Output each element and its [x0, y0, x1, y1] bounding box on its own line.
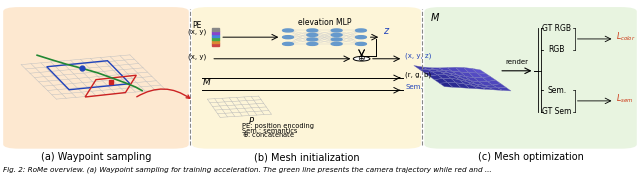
Polygon shape: [493, 84, 506, 88]
Polygon shape: [471, 81, 484, 85]
Circle shape: [282, 42, 293, 45]
Polygon shape: [419, 69, 433, 73]
Polygon shape: [445, 75, 460, 80]
Text: $\oplus$: $\oplus$: [357, 53, 366, 63]
Polygon shape: [430, 68, 444, 70]
Text: Sem.: Sem.: [405, 84, 423, 90]
Polygon shape: [466, 77, 479, 82]
Circle shape: [307, 29, 317, 32]
Bar: [212, 37, 219, 40]
Bar: [212, 31, 219, 34]
Circle shape: [307, 42, 317, 45]
Bar: [212, 34, 219, 37]
Polygon shape: [439, 68, 452, 71]
Polygon shape: [474, 77, 488, 82]
Text: (x, y, z): (x, y, z): [405, 52, 431, 59]
Polygon shape: [488, 80, 500, 85]
Polygon shape: [483, 77, 495, 81]
Circle shape: [356, 29, 367, 32]
Text: $P$: $P$: [248, 115, 255, 126]
Polygon shape: [468, 82, 481, 87]
Polygon shape: [438, 75, 451, 78]
Polygon shape: [440, 72, 454, 76]
Polygon shape: [414, 65, 428, 69]
Circle shape: [332, 38, 342, 41]
Text: elevation MLP: elevation MLP: [298, 18, 351, 27]
Polygon shape: [472, 68, 485, 73]
Polygon shape: [428, 69, 440, 72]
FancyBboxPatch shape: [192, 7, 421, 149]
Polygon shape: [484, 85, 498, 88]
Circle shape: [282, 36, 293, 39]
Text: $\mathit{L}_{sem}$: $\mathit{L}_{sem}$: [616, 93, 634, 105]
Polygon shape: [456, 67, 468, 73]
Polygon shape: [454, 76, 468, 82]
Text: PE: position encoding: PE: position encoding: [242, 123, 314, 129]
Polygon shape: [444, 70, 458, 75]
Text: Sem.: semantics: Sem.: semantics: [242, 128, 298, 134]
Text: Sem.: Sem.: [547, 86, 566, 95]
Polygon shape: [479, 81, 493, 85]
Text: (r, g, b): (r, g, b): [405, 72, 431, 78]
Bar: [212, 40, 219, 43]
Text: $\oplus$: concatenate: $\oplus$: concatenate: [242, 130, 294, 139]
Circle shape: [332, 29, 342, 32]
Polygon shape: [481, 87, 494, 90]
Polygon shape: [435, 78, 448, 83]
Polygon shape: [440, 83, 453, 87]
Bar: [212, 43, 219, 46]
Polygon shape: [429, 75, 443, 80]
Polygon shape: [489, 88, 503, 90]
Polygon shape: [433, 72, 445, 75]
Text: (x, y): (x, y): [188, 29, 206, 35]
Polygon shape: [461, 72, 474, 78]
Polygon shape: [447, 67, 461, 72]
Polygon shape: [460, 80, 473, 85]
Text: $z$: $z$: [383, 26, 390, 36]
Polygon shape: [473, 85, 486, 89]
Circle shape: [356, 36, 367, 39]
Circle shape: [307, 38, 317, 41]
Circle shape: [353, 56, 370, 61]
FancyArrowPatch shape: [137, 89, 190, 98]
Polygon shape: [422, 67, 435, 70]
Text: GT Sem: GT Sem: [542, 107, 572, 116]
Text: RGB: RGB: [548, 45, 565, 54]
Circle shape: [356, 42, 367, 45]
Polygon shape: [463, 67, 477, 73]
Polygon shape: [476, 84, 489, 88]
Circle shape: [307, 33, 317, 36]
Text: (b) Mesh initialization: (b) Mesh initialization: [253, 152, 360, 162]
Polygon shape: [468, 73, 483, 78]
Bar: [212, 28, 219, 31]
Polygon shape: [458, 75, 471, 81]
Polygon shape: [463, 78, 476, 84]
Polygon shape: [477, 73, 490, 77]
Text: render: render: [506, 59, 528, 65]
FancyBboxPatch shape: [424, 7, 637, 149]
Polygon shape: [498, 87, 511, 91]
Polygon shape: [435, 70, 449, 73]
Text: $\mathit{L}_{color}$: $\mathit{L}_{color}$: [616, 31, 636, 43]
Polygon shape: [449, 73, 463, 78]
Text: $M$: $M$: [430, 11, 440, 23]
Polygon shape: [443, 78, 456, 83]
FancyBboxPatch shape: [3, 7, 189, 149]
Polygon shape: [465, 84, 478, 89]
Text: (c) Mesh optimization: (c) Mesh optimization: [477, 152, 584, 162]
Polygon shape: [456, 83, 470, 88]
Text: PE: PE: [193, 21, 202, 30]
Circle shape: [332, 33, 342, 36]
Text: (a) Waypoint sampling: (a) Waypoint sampling: [41, 152, 151, 162]
Polygon shape: [448, 83, 461, 88]
Text: GT RGB: GT RGB: [542, 24, 572, 33]
Polygon shape: [451, 78, 465, 84]
Polygon shape: [424, 72, 438, 76]
Circle shape: [332, 42, 342, 45]
Text: $M$: $M$: [202, 76, 212, 87]
Polygon shape: [452, 71, 466, 77]
Text: Fig. 2: RoMe overview. (a) Waypoint sampling for training acceleration. The gree: Fig. 2: RoMe overview. (a) Waypoint samp…: [3, 166, 491, 173]
Circle shape: [282, 29, 293, 32]
Text: (x, y): (x, y): [188, 53, 206, 59]
